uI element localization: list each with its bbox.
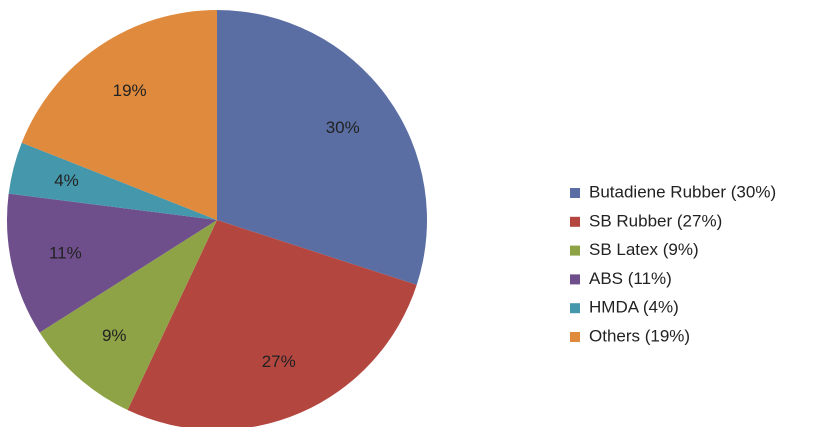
legend-swatch (570, 245, 580, 256)
legend-swatch (570, 188, 580, 198)
data-label: 27% (262, 352, 296, 371)
legend-label: SB Latex (9%) (589, 240, 699, 259)
legend-swatch (570, 216, 580, 227)
pie-slice (8, 142, 217, 220)
data-label: 30% (326, 118, 360, 137)
data-label: 9% (102, 326, 127, 345)
legend-label: Butadiene Rubber (30%) (589, 182, 776, 201)
data-label: 19% (113, 81, 147, 100)
pie-slice (21, 10, 218, 220)
legend-label: SB Rubber (27%) (589, 211, 722, 230)
legend-swatch (570, 274, 580, 285)
pie-slice (217, 10, 427, 285)
pie-slice (39, 220, 218, 411)
data-label: 4% (54, 171, 79, 190)
legend-label: ABS (11%) (589, 269, 672, 288)
pie-slice (7, 193, 218, 333)
legend-label: Others (19%) (589, 326, 690, 345)
legend-swatch (570, 332, 580, 342)
data-label: 11% (49, 243, 82, 262)
legend-label: HMDA (4%) (589, 298, 679, 317)
pie-slice (127, 220, 417, 427)
legend-swatch (570, 303, 580, 314)
